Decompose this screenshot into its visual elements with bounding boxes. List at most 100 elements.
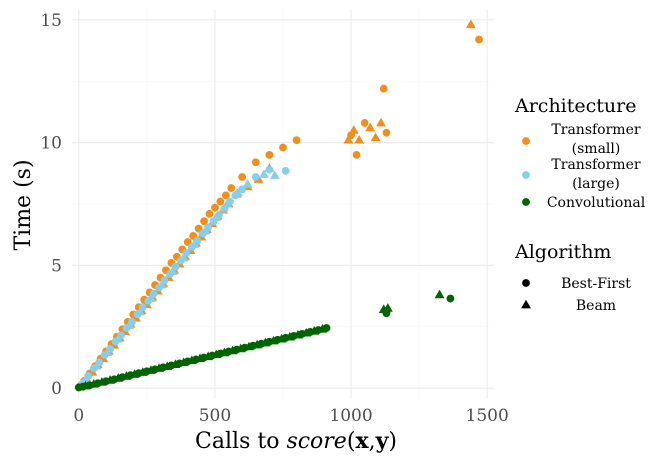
data-point (370, 132, 381, 142)
legend-item: Transformer (small) (522, 122, 641, 157)
data-point (227, 345, 238, 355)
data-point (216, 197, 225, 206)
plot-grid (72, 10, 494, 398)
data-point (260, 337, 271, 347)
data-point (211, 212, 222, 221)
data-point (156, 279, 167, 289)
series-transformer-small--beam (76, 19, 476, 390)
y-axis-ticks: 0 5 10 15 (40, 11, 62, 399)
legend-title: Architecture (514, 95, 636, 117)
data-point (465, 19, 476, 29)
data-point (200, 217, 208, 226)
data-point (251, 173, 260, 181)
data-point (129, 369, 140, 378)
series-transformer-large--beam (80, 169, 280, 383)
y-tick-label: 15 (40, 11, 62, 31)
x-axis-title-arg2: y (375, 428, 390, 454)
data-point (251, 158, 260, 167)
data-point (162, 361, 173, 370)
data-point (211, 349, 222, 359)
data-point (227, 184, 236, 192)
data-point (102, 347, 113, 356)
data-point (317, 324, 328, 333)
data-point (154, 363, 165, 372)
legend-key-icon (522, 279, 530, 287)
data-point (259, 169, 269, 178)
y-tick-label: 5 (51, 256, 62, 276)
data-point (235, 343, 246, 353)
legend-title: Algorithm (514, 241, 611, 263)
legend-item: Transformer (large) (522, 157, 641, 192)
legend-label: (large) (572, 176, 620, 192)
legend-key-icon (522, 198, 530, 206)
y-axis-title: Time (s) (11, 159, 36, 250)
data-point (88, 379, 99, 388)
data-point (284, 331, 295, 341)
legend: ArchitectureTransformer(small)Transforme… (514, 95, 646, 314)
legend-algorithm: Algorithm Best-First Beam (514, 241, 631, 314)
data-point (475, 35, 483, 44)
data-point (186, 355, 197, 365)
data-point (137, 367, 148, 376)
legend-label: Transformer (551, 122, 640, 138)
series-convolutional-beam (80, 289, 445, 390)
data-point (352, 150, 361, 159)
data-point (354, 134, 365, 144)
data-point (269, 170, 280, 180)
data-point (80, 374, 91, 383)
data-point (382, 303, 393, 312)
legend-label: Best-First (561, 276, 631, 292)
data-point (211, 203, 219, 212)
data-point (178, 252, 189, 262)
data-point (105, 375, 116, 384)
legend-item: Best-First (522, 276, 631, 292)
x-axis-title-arg1: x (355, 428, 369, 454)
data-point (309, 326, 320, 335)
data-point (113, 373, 124, 382)
legend-label: Transformer (551, 157, 640, 173)
data-point (80, 380, 91, 390)
x-axis-title-comma: , (369, 429, 376, 454)
legend-label: Convolutional (547, 195, 646, 211)
data-point (222, 198, 233, 208)
data-point (205, 209, 214, 218)
data-point (376, 117, 386, 127)
data-point (365, 122, 376, 132)
x-axis-ticks: 0 500 1000 1500 (73, 406, 508, 426)
data-point (233, 187, 244, 197)
data-point (189, 239, 200, 248)
data-point (113, 333, 124, 343)
data-point (238, 173, 247, 181)
legend-item: Convolutional (522, 195, 646, 211)
legend-label: (small) (572, 141, 621, 157)
data-point (265, 165, 274, 174)
legend-item: Beam (521, 298, 616, 314)
data-point (276, 333, 287, 343)
data-point (97, 377, 107, 386)
data-point (360, 119, 369, 127)
legend-key-icon (522, 171, 530, 179)
data-point (221, 191, 230, 200)
legend-label: Beam (576, 298, 616, 314)
data-point (219, 347, 230, 357)
y-tick-label: 10 (40, 134, 62, 154)
x-tick-label: 0 (73, 406, 84, 426)
x-axis-title-function: score (286, 429, 346, 454)
data-point (252, 339, 263, 349)
data-point (292, 136, 301, 145)
data-point (203, 351, 214, 361)
data-point (135, 306, 146, 316)
data-point (124, 320, 135, 329)
x-axis-title-open: ( (347, 429, 356, 454)
data-point (200, 225, 211, 235)
x-axis-title-close: ) (388, 429, 397, 454)
data-point (379, 84, 388, 93)
data-point (167, 266, 178, 275)
data-point (348, 125, 359, 134)
data-point (279, 143, 287, 152)
legend-architecture: ArchitectureTransformer(small)Transforme… (514, 95, 646, 211)
x-tick-label: 500 (199, 406, 231, 426)
data-point (343, 134, 354, 144)
data-point (242, 179, 253, 188)
